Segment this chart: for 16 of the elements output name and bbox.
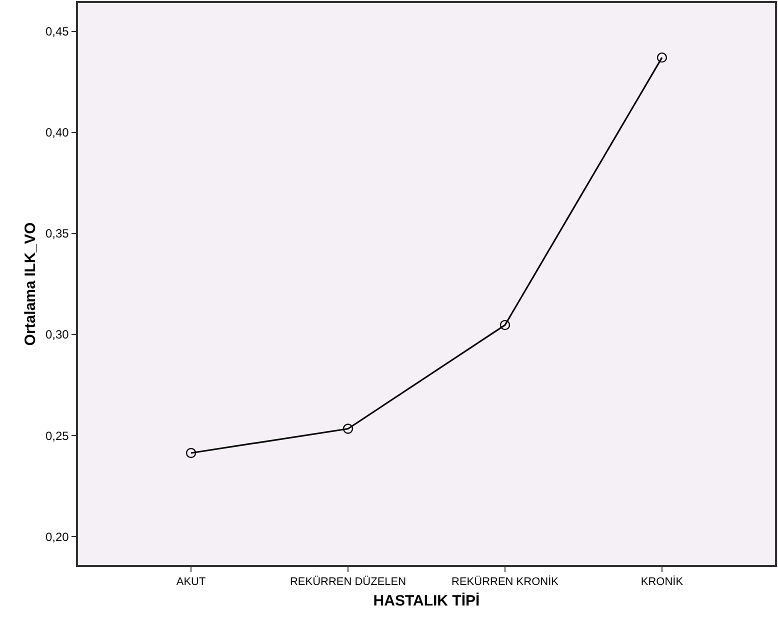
- y-axis-title: Ortalama ILK_VO: [22, 222, 40, 346]
- point: [342, 424, 354, 434]
- point: [186, 448, 196, 458]
- y-tick-label: 0,35: [45, 226, 70, 241]
- x-axis-title: HASTALIK TİPİ: [373, 592, 480, 610]
- x-tick-label: AKUT: [176, 576, 206, 588]
- x-tick-label: REKÜRREN KRONİK: [452, 574, 560, 588]
- x-tick-label: REKÜRREN DÜZELEN: [290, 574, 406, 588]
- point: [500, 320, 510, 330]
- y-tick-label: 0,20: [45, 530, 70, 544]
- y-tick-label: 0,30: [45, 328, 70, 342]
- x-tick-label: KRONİK: [640, 574, 684, 588]
- point: [656, 52, 668, 63]
- y-tick-label: 0,45: [45, 24, 70, 38]
- y-tick-label: 0,25: [45, 428, 70, 443]
- y-tick-label: 0,40: [45, 126, 70, 140]
